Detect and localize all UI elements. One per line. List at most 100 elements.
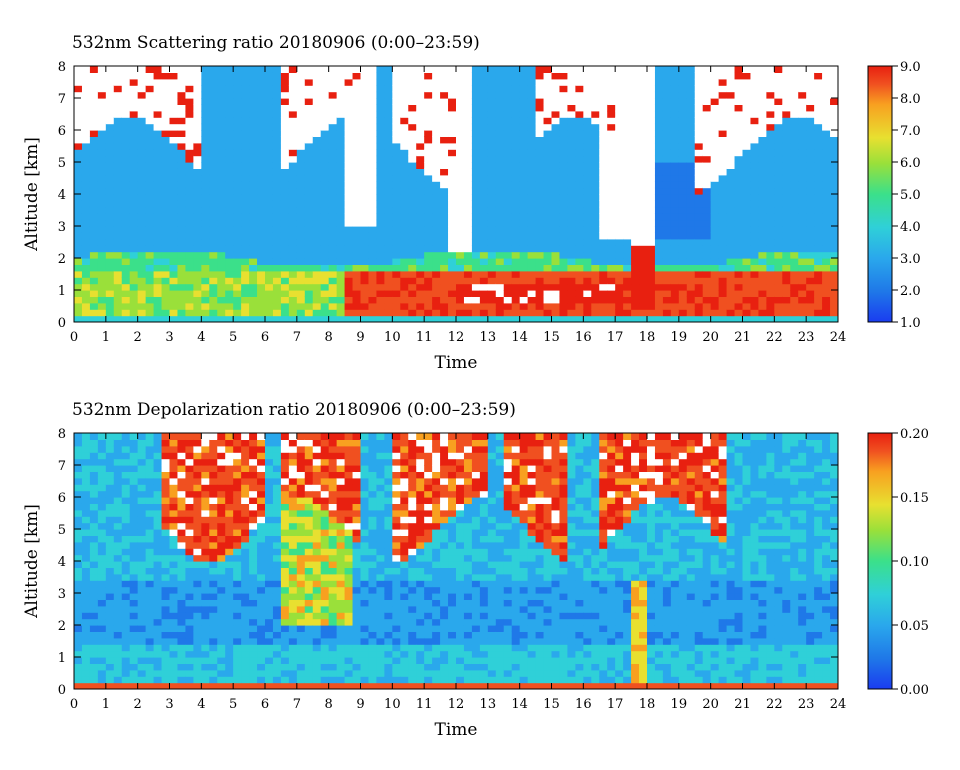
heatmap-cell xyxy=(153,573,163,581)
heatmap-cell xyxy=(320,104,330,112)
heatmap-cell xyxy=(408,85,417,93)
heatmap-cell xyxy=(328,181,338,189)
heatmap-cell xyxy=(201,503,210,511)
heatmap-cell xyxy=(113,631,123,639)
heatmap-cell xyxy=(280,264,290,272)
heatmap-cell xyxy=(352,277,362,285)
heatmap-cell xyxy=(129,142,139,150)
heatmap-cell xyxy=(193,66,202,73)
heatmap-cell xyxy=(320,245,330,253)
heatmap-cell xyxy=(559,162,569,169)
heatmap-cell xyxy=(710,110,720,118)
heatmap-cell xyxy=(113,155,123,163)
heatmap-cell xyxy=(456,309,465,317)
heatmap-cell xyxy=(487,187,497,195)
heatmap-cell xyxy=(694,232,704,240)
heatmap-cell xyxy=(336,162,346,169)
heatmap-cell xyxy=(702,168,712,176)
heatmap-cell xyxy=(814,219,823,227)
heatmap-cell xyxy=(479,130,489,137)
heatmap-cell xyxy=(185,226,194,233)
heatmap-cell xyxy=(766,104,775,112)
heatmap-cell xyxy=(145,213,155,221)
heatmap-cell xyxy=(376,91,385,99)
heatmap-cell xyxy=(272,618,282,626)
heatmap-cell xyxy=(201,194,210,201)
heatmap-cell xyxy=(790,290,799,297)
heatmap-cell xyxy=(702,213,712,221)
heatmap-cell xyxy=(81,142,91,150)
heatmap-cell xyxy=(344,130,354,137)
heatmap-cell xyxy=(225,548,234,556)
heatmap-cell xyxy=(798,251,807,259)
heatmap-cell xyxy=(615,245,624,253)
heatmap-cell xyxy=(440,149,449,157)
heatmap-cell xyxy=(678,117,688,125)
heatmap-cell xyxy=(97,238,107,246)
heatmap-cell xyxy=(121,535,131,543)
heatmap-cell xyxy=(495,155,505,163)
heatmap-cell xyxy=(169,110,179,118)
heatmap-cell xyxy=(177,181,187,189)
heatmap-cell xyxy=(89,194,99,201)
heatmap-cell xyxy=(678,98,688,105)
heatmap-cell xyxy=(416,187,425,195)
heatmap-cell xyxy=(830,309,838,317)
heatmap-cell xyxy=(416,296,425,304)
heatmap-cell xyxy=(225,72,234,80)
heatmap-cell xyxy=(798,283,807,291)
heatmap-cell xyxy=(241,155,250,163)
heatmap-cell xyxy=(551,245,561,253)
heatmap-cell xyxy=(599,110,608,118)
heatmap-cell xyxy=(265,104,274,112)
heatmap-cell xyxy=(209,682,218,689)
heatmap-cell xyxy=(89,650,99,658)
heatmap-cell xyxy=(185,497,194,504)
heatmap-cell xyxy=(694,162,704,169)
heatmap-cell xyxy=(639,238,648,246)
heatmap-cell xyxy=(822,162,831,169)
heatmap-cell xyxy=(209,618,218,626)
heatmap-cell xyxy=(249,599,258,607)
heatmap-cell xyxy=(257,91,266,99)
heatmap-cell xyxy=(97,168,107,176)
heatmap-cell xyxy=(503,91,513,99)
heatmap-cell xyxy=(678,149,688,157)
heatmap-cell xyxy=(177,200,187,208)
heatmap-cell xyxy=(591,258,600,265)
heatmap-cell xyxy=(495,309,505,317)
heatmap-cell xyxy=(734,142,744,150)
heatmap-cell xyxy=(790,130,799,137)
heatmap-cell xyxy=(487,174,497,182)
heatmap-cell xyxy=(201,548,210,556)
heatmap-cell xyxy=(105,206,115,214)
heatmap-cell xyxy=(225,663,234,671)
heatmap-cell xyxy=(639,66,648,73)
heatmap-cell xyxy=(209,264,218,272)
heatmap-cell xyxy=(384,238,393,246)
heatmap-cell xyxy=(153,650,163,658)
heatmap-cell xyxy=(694,149,704,157)
heatmap-cell xyxy=(257,238,266,246)
heatmap-cell xyxy=(121,130,131,137)
heatmap-cell xyxy=(249,206,258,214)
heatmap-cell xyxy=(177,471,187,479)
heatmap-cell xyxy=(718,110,728,118)
heatmap-cell xyxy=(272,548,282,556)
heatmap-cell xyxy=(304,123,314,131)
heatmap-cell xyxy=(376,251,385,259)
heatmap-cell xyxy=(121,309,131,317)
heatmap-cell xyxy=(392,110,401,118)
heatmap-cell xyxy=(360,104,370,112)
heatmap-cell xyxy=(392,72,401,80)
heatmap-cell xyxy=(511,117,521,125)
heatmap-cell xyxy=(288,130,298,137)
heatmap-cell xyxy=(511,104,521,112)
heatmap-cell xyxy=(121,277,131,285)
heatmap-cell xyxy=(591,302,600,310)
heatmap-cell xyxy=(639,194,648,201)
heatmap-cell xyxy=(217,72,226,80)
heatmap-cell xyxy=(742,85,752,93)
heatmap-cell xyxy=(432,245,441,253)
heatmap-cell xyxy=(129,187,139,195)
